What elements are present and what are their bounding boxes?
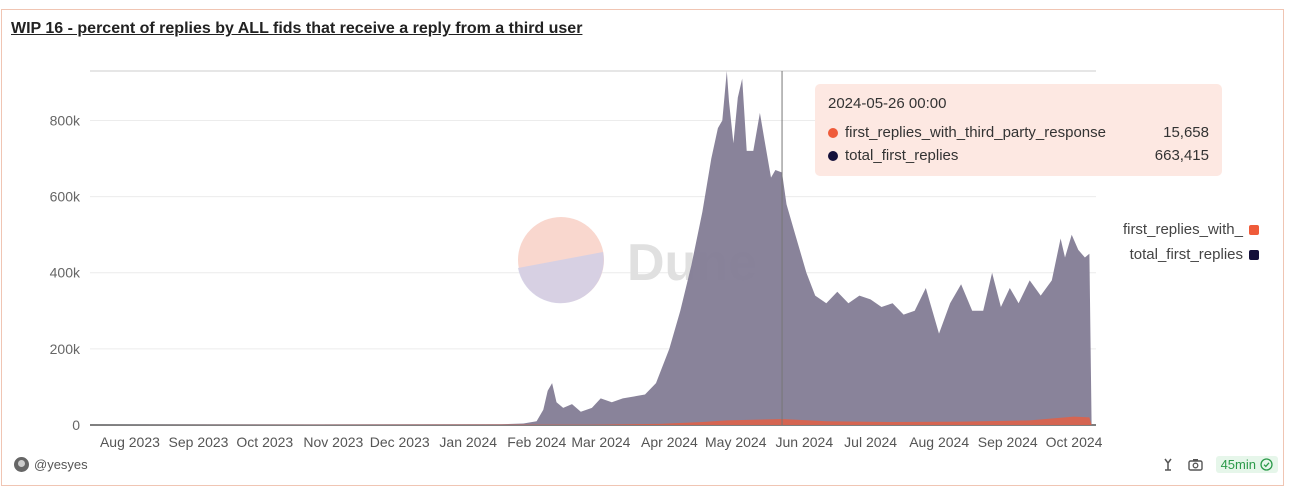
y-tick-label: 600k [50,189,81,205]
x-tick-label: Oct 2024 [1046,434,1103,450]
area-total-first-replies[interactable] [90,71,1092,425]
refresh-time: 45min [1220,457,1256,472]
x-tick-label: Sep 2023 [169,434,229,450]
x-tick-label: Aug 2024 [909,434,969,450]
card-actions: 45min [1160,456,1278,473]
tooltip: 2024-05-26 00:00 first_replies_with_thir… [815,84,1222,176]
series-dot-first-replies-with-third-party [828,127,838,138]
legend-item-total-first-replies[interactable]: total_first_replies [1123,246,1259,271]
x-tick-label: Nov 2023 [303,434,363,450]
tooltip-date: 2024-05-26 00:00 [828,95,947,112]
x-tick-label: Jan 2024 [439,434,497,450]
x-tick-label: Jul 2024 [844,434,897,450]
refresh-badge[interactable]: 45min [1215,456,1278,473]
legend: first_replies_with_ total_first_replies [1123,221,1259,271]
x-tick-label: Dec 2023 [370,434,430,450]
tooltip-series-value: 663,415 [1154,147,1209,164]
y-tick-label: 400k [50,265,81,281]
x-tick-label: Jun 2024 [776,434,834,450]
legend-item-first-replies-with-third-party[interactable]: first_replies_with_ [1123,221,1259,246]
legend-swatch [1249,250,1259,261]
y-tick-label: 800k [50,112,81,128]
fork-icon[interactable] [1160,457,1176,473]
tooltip-series-name: first_replies_with_third_party_response [845,124,1106,141]
tooltip-row: total_first_replies 663,415 [828,144,1209,167]
x-tick-label: Mar 2024 [571,434,630,450]
tooltip-row: first_replies_with_third_party_response … [828,121,1209,144]
legend-label: first_replies_with_ [1122,221,1243,238]
y-tick-label: 200k [50,341,81,357]
check-circle-icon [1260,458,1273,471]
x-tick-label: Apr 2024 [641,434,698,450]
x-tick-label: Aug 2023 [100,434,160,450]
area-first-replies-with-third-party-response[interactable] [90,416,1092,425]
tooltip-series-name: total_first_replies [845,147,959,164]
camera-icon[interactable] [1188,457,1204,473]
y-tick-label: 0 [72,417,80,433]
author[interactable]: @yesyes [14,457,88,472]
areas [90,71,1092,425]
x-tick-label: Oct 2023 [236,434,293,450]
x-tick-label: Feb 2024 [507,434,566,450]
legend-label: total_first_replies [1129,246,1243,263]
tooltip-series-value: 15,658 [1163,124,1209,141]
chart-title[interactable]: WIP 16 - percent of replies by ALL fids … [11,20,583,37]
avatar [14,457,29,472]
x-tick-label: Sep 2024 [978,434,1038,450]
author-name: @yesyes [34,457,88,472]
x-tick-label: May 2024 [705,434,767,450]
series-dot-total-first-replies [828,150,838,161]
legend-swatch [1249,225,1259,236]
axes: 0 200k 400k 600k 800k Aug 2023 Sep 2023 Oct 202… [50,112,1103,450]
